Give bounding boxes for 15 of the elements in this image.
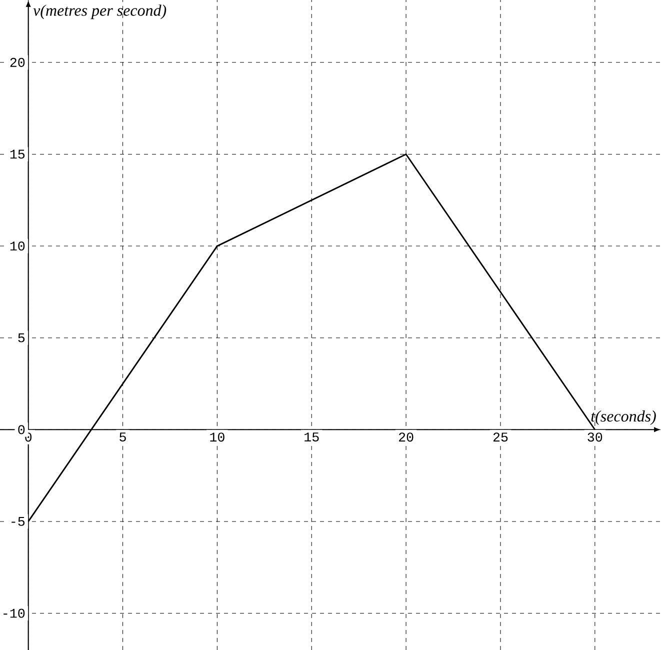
y-tick-label: 10 [10, 242, 25, 251]
y-tick-label: 5 [18, 333, 25, 342]
x-axis-title: t(seconds) [591, 410, 656, 425]
y-tick-label: 20 [10, 58, 25, 67]
y-tick-label: -10 [4, 608, 25, 618]
x-tick-label: 30 [588, 432, 602, 442]
x-tick-label: 10 [210, 432, 224, 442]
x-tick-label: 15 [304, 432, 319, 442]
y-tick-label: 15 [10, 150, 25, 159]
x-tick-label: 20 [398, 432, 414, 442]
y-tick-label: -5 [12, 517, 25, 526]
x-tick-label: 25 [493, 432, 508, 442]
y-axis-title: v(metres per second) [33, 4, 166, 20]
x-tick-label: 5 [120, 432, 126, 442]
y-tick-label: 0 [18, 425, 25, 434]
